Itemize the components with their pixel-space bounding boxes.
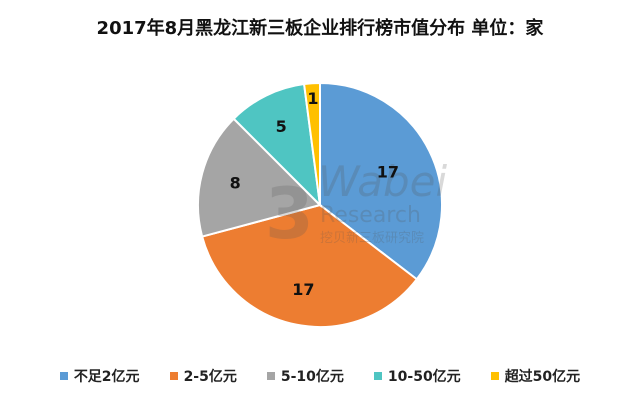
- legend-label: 超过50亿元: [504, 369, 581, 385]
- data-label-2: 17: [292, 280, 314, 299]
- legend-item-4: 10-50亿元: [373, 366, 461, 386]
- legend-swatch: [373, 372, 382, 380]
- legend-label: 10-50亿元: [387, 369, 461, 385]
- data-label-5: 1: [307, 89, 318, 108]
- pie-slice-1: [319, 81, 443, 281]
- legend-label: 2-5亿元: [183, 369, 237, 385]
- pie-slices: [197, 81, 443, 328]
- legend-item-1: 不足2亿元: [59, 366, 140, 386]
- data-label-4: 5: [276, 117, 287, 136]
- watermark-sub: Research: [320, 203, 421, 228]
- data-label-1: 17: [377, 163, 399, 182]
- legend-item-2: 2-5亿元: [169, 366, 237, 386]
- legend-label: 不足2亿元: [73, 369, 140, 385]
- chart-title: 2017年8月黑龙江新三板企业排行榜市值分布 单位：家: [96, 18, 544, 39]
- watermark-brand: Wabei: [318, 157, 447, 206]
- legend-swatch: [490, 372, 499, 380]
- pie-slice-4: [232, 82, 322, 208]
- legend-swatch: [169, 372, 178, 380]
- legend-swatch: [59, 372, 68, 380]
- data-labels: 17 17 8 5 1: [230, 89, 399, 299]
- pie-slice-3: [197, 117, 322, 238]
- legend-swatch: [266, 372, 275, 380]
- pie-slice-5: [302, 81, 321, 206]
- legend: 不足2亿元 2-5亿元 5-10亿元 10-50亿元 超过50亿元: [0, 366, 640, 386]
- pie-slice-2: [200, 203, 419, 328]
- watermark: 3 Wabei Research 挖贝新三板研究院: [265, 157, 447, 255]
- legend-label: 5-10亿元: [280, 369, 344, 385]
- watermark-cn: 挖贝新三板研究院: [320, 230, 424, 246]
- legend-item-5: 超过50亿元: [490, 366, 581, 386]
- watermark-logo: 3: [265, 173, 314, 255]
- legend-item-3: 5-10亿元: [266, 366, 344, 386]
- data-label-3: 8: [230, 173, 241, 192]
